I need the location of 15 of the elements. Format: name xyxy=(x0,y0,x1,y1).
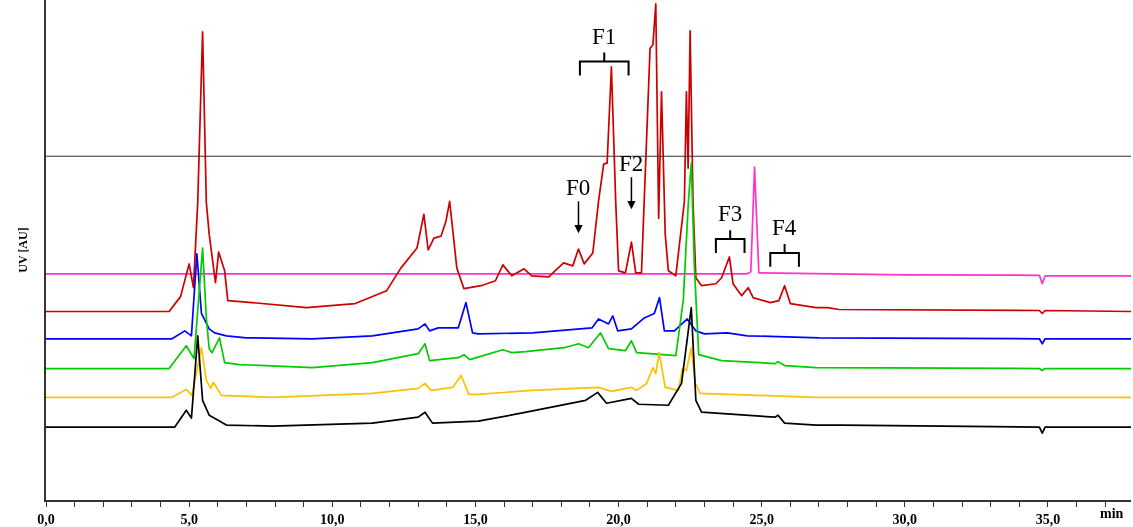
x-axis-title: min xyxy=(1100,506,1124,521)
x-tick-label: 35,0 xyxy=(1035,511,1061,527)
annotation: F0 xyxy=(566,175,591,200)
x-tick-label: 5,0 xyxy=(180,511,198,527)
annotation: F4 xyxy=(772,215,797,240)
annotation: F2 xyxy=(619,151,644,176)
x-tick-label: 0,0 xyxy=(37,511,55,527)
x-tick-label: 10,0 xyxy=(320,511,345,527)
x-tick-label: 25,0 xyxy=(749,511,774,527)
annotation: F3 xyxy=(718,201,743,226)
x-tick-label: 15,0 xyxy=(463,511,488,527)
annotation: F1 xyxy=(592,24,617,49)
x-tick-label: 20,0 xyxy=(606,511,631,527)
y-axis-title: UV [AU] xyxy=(16,227,31,273)
x-tick-label: 30,0 xyxy=(892,511,918,527)
